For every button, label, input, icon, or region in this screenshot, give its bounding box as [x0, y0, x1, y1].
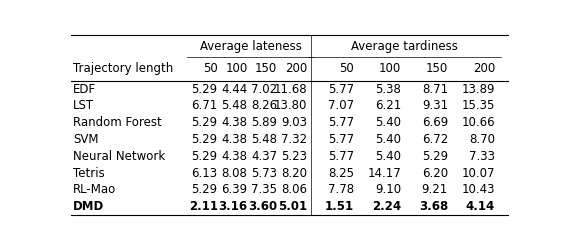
- Text: 4.38: 4.38: [221, 133, 247, 146]
- Text: 6.72: 6.72: [422, 133, 448, 146]
- Text: 11.68: 11.68: [273, 83, 307, 95]
- Text: 4.14: 4.14: [466, 200, 495, 213]
- Text: 2.11: 2.11: [188, 200, 218, 213]
- Text: 4.38: 4.38: [221, 150, 247, 163]
- Text: 8.06: 8.06: [281, 184, 307, 197]
- Text: 8.71: 8.71: [422, 83, 448, 95]
- Text: 3.16: 3.16: [218, 200, 247, 213]
- Text: LST: LST: [73, 99, 94, 112]
- Text: Average lateness: Average lateness: [200, 40, 302, 53]
- Text: 8.70: 8.70: [469, 133, 495, 146]
- Text: 100: 100: [379, 62, 401, 75]
- Text: 50: 50: [340, 62, 354, 75]
- Text: 10.43: 10.43: [461, 184, 495, 197]
- Text: DMD: DMD: [73, 200, 104, 213]
- Text: 3.68: 3.68: [419, 200, 448, 213]
- Text: 5.29: 5.29: [422, 150, 448, 163]
- Text: 6.39: 6.39: [221, 184, 247, 197]
- Text: SVM: SVM: [73, 133, 98, 146]
- Text: 10.66: 10.66: [461, 116, 495, 129]
- Text: 5.40: 5.40: [375, 133, 401, 146]
- Text: 9.10: 9.10: [375, 184, 401, 197]
- Text: 4.44: 4.44: [221, 83, 247, 95]
- Text: 14.17: 14.17: [367, 167, 401, 180]
- Text: 7.33: 7.33: [469, 150, 495, 163]
- Text: 7.02: 7.02: [251, 83, 277, 95]
- Text: 3.60: 3.60: [248, 200, 277, 213]
- Text: 7.07: 7.07: [328, 99, 354, 112]
- Text: 5.48: 5.48: [251, 133, 277, 146]
- Text: Tetris: Tetris: [73, 167, 105, 180]
- Text: 5.29: 5.29: [191, 150, 218, 163]
- Text: 7.32: 7.32: [281, 133, 307, 146]
- Text: Random Forest: Random Forest: [73, 116, 162, 129]
- Text: 5.77: 5.77: [328, 83, 354, 95]
- Text: 8.08: 8.08: [222, 167, 247, 180]
- Text: Trajectory length: Trajectory length: [73, 62, 173, 75]
- Text: 6.71: 6.71: [191, 99, 218, 112]
- Text: 7.35: 7.35: [251, 184, 277, 197]
- Text: 5.89: 5.89: [251, 116, 277, 129]
- Text: 6.13: 6.13: [191, 167, 218, 180]
- Text: 9.03: 9.03: [281, 116, 307, 129]
- Text: 10.07: 10.07: [461, 167, 495, 180]
- Text: 13.80: 13.80: [274, 99, 307, 112]
- Text: 8.20: 8.20: [281, 167, 307, 180]
- Text: 5.48: 5.48: [221, 99, 247, 112]
- Text: 5.01: 5.01: [278, 200, 307, 213]
- Text: 5.73: 5.73: [251, 167, 277, 180]
- Text: 4.37: 4.37: [251, 150, 277, 163]
- Text: 9.31: 9.31: [422, 99, 448, 112]
- Text: 8.26: 8.26: [251, 99, 277, 112]
- Text: 6.69: 6.69: [422, 116, 448, 129]
- Text: 4.38: 4.38: [221, 116, 247, 129]
- Text: EDF: EDF: [73, 83, 96, 95]
- Text: 9.21: 9.21: [422, 184, 448, 197]
- Text: 5.29: 5.29: [191, 83, 218, 95]
- Text: 5.77: 5.77: [328, 116, 354, 129]
- Text: 15.35: 15.35: [461, 99, 495, 112]
- Text: 13.89: 13.89: [461, 83, 495, 95]
- Text: 5.23: 5.23: [281, 150, 307, 163]
- Text: 5.29: 5.29: [191, 116, 218, 129]
- Text: 5.40: 5.40: [375, 150, 401, 163]
- Text: 2.24: 2.24: [372, 200, 401, 213]
- Text: 6.21: 6.21: [375, 99, 401, 112]
- Text: 200: 200: [473, 62, 495, 75]
- Text: 5.29: 5.29: [191, 184, 218, 197]
- Text: RL-Mao: RL-Mao: [73, 184, 116, 197]
- Text: 8.25: 8.25: [328, 167, 354, 180]
- Text: 5.38: 5.38: [375, 83, 401, 95]
- Text: 5.40: 5.40: [375, 116, 401, 129]
- Text: 5.29: 5.29: [191, 133, 218, 146]
- Text: Average tardiness: Average tardiness: [351, 40, 458, 53]
- Text: 7.78: 7.78: [328, 184, 354, 197]
- Text: 5.77: 5.77: [328, 133, 354, 146]
- Text: 150: 150: [255, 62, 277, 75]
- Text: 100: 100: [225, 62, 247, 75]
- Text: 1.51: 1.51: [325, 200, 354, 213]
- Text: 50: 50: [203, 62, 218, 75]
- Text: 6.20: 6.20: [422, 167, 448, 180]
- Text: 200: 200: [285, 62, 307, 75]
- Text: 150: 150: [426, 62, 448, 75]
- Text: Neural Network: Neural Network: [73, 150, 165, 163]
- Text: 5.77: 5.77: [328, 150, 354, 163]
